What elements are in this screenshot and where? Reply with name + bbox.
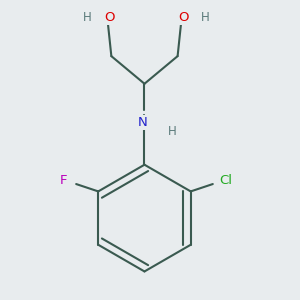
Text: Cl: Cl <box>219 174 232 187</box>
Text: F: F <box>59 174 67 187</box>
Text: O: O <box>178 11 188 24</box>
Text: H: H <box>201 11 210 24</box>
Text: H: H <box>168 125 176 138</box>
Text: H: H <box>83 11 92 24</box>
Text: O: O <box>104 11 115 24</box>
Text: N: N <box>138 116 148 129</box>
